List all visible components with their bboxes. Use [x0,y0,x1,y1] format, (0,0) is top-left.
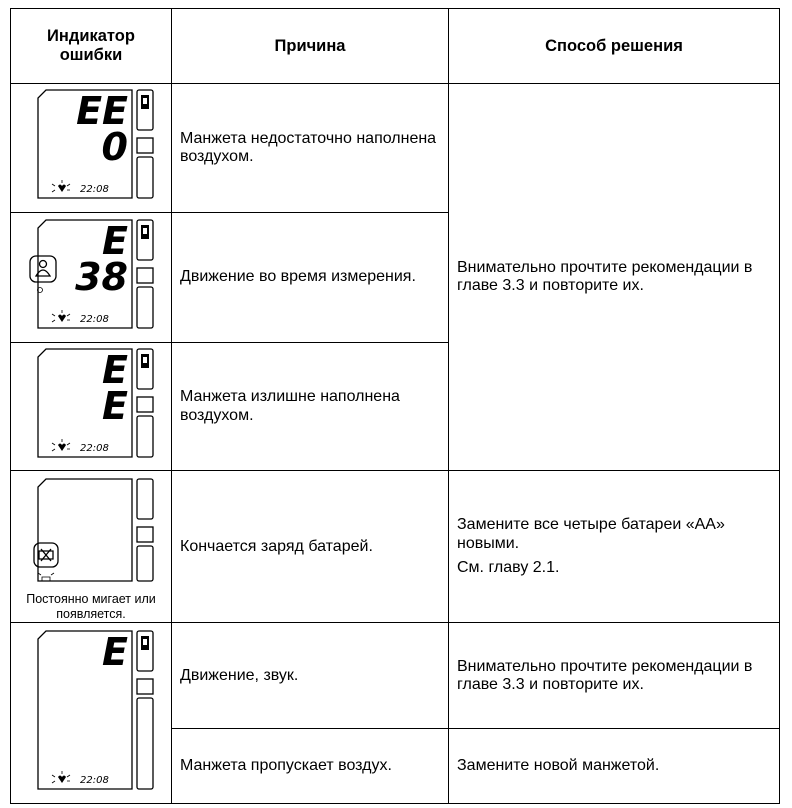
row: Манжета пропускает воздух. Замените ново… [11,728,780,805]
indicator-cell: E 22:08 [10,622,172,805]
lcd-digits: E [102,219,128,263]
lcd-frame [37,348,133,458]
blink-rays [51,180,71,193]
person-bubble [29,255,57,283]
error-table: Индикатор ошибки Причина Способ решения … [10,8,780,805]
side-box [136,630,154,672]
lcd-digits: E [102,630,128,674]
lcd-digits: E [102,348,128,392]
side-box [136,415,154,458]
battery-icon [38,548,54,562]
person-head [38,259,48,268]
cause-cell: Движение во время измерения. [171,212,449,343]
header-cell: Способ решения [448,8,780,84]
person-small [37,286,43,293]
side-box [136,396,154,413]
solution-text: Замените все четыре батареи «АА» новыми. [457,516,725,552]
row: E 38 22:08 Движение во время измерения. [10,212,780,343]
solution-cell: Внимательно прочтите рекомендации в глав… [448,622,780,730]
row: E 22:08 Движение, звук. Внимательно прочт… [10,622,780,805]
heart-icon [58,775,66,783]
solution-cell: Замените новой манжетой. [448,728,780,805]
row: EE 0 22:08 Манжета недостаточно наполнена … [10,82,780,472]
cause-cell: Кончается заряд батарей. [171,470,449,624]
blink-rays [51,770,71,784]
cause-cell: Манжета излишне наполнена воздухом. [171,341,449,472]
lcd-digits: E [102,384,128,428]
lcd-frame [37,478,133,582]
lcd-display [33,478,154,582]
row: E E 22:08 Манжета излишне наполнена воздух… [10,341,780,472]
solution-cell: Замените все четыре батареи «АА» новыми.… [448,470,780,624]
cuff-icon-inner [143,227,147,234]
lcd-digits: EE [76,89,128,133]
side-box [136,156,154,199]
row: Постоянно мигает или появляется. Кончает… [10,470,780,624]
lcd-display: EE0 22:08 [37,89,154,199]
cuff-icon-inner [143,638,147,645]
side-box [136,219,154,261]
lcd-digits: 0 [102,125,128,169]
cause-cell: Манжета недостаточно наполнена воздухом. [171,83,449,213]
heart-icon [58,314,66,322]
side-box [136,137,154,154]
side-box [136,267,154,284]
side-box [136,697,154,790]
indicator-cell: EE 0 22:08 [10,83,172,213]
cuff-icon-inner [143,357,147,363]
side-box [136,89,154,131]
lcd-time: 22:08 [80,443,109,454]
lcd-frame [37,219,133,329]
header-cell: Индикатор ошибки [10,8,172,84]
solution-cell: Внимательно прочтите рекомендации в глав… [448,82,780,472]
header-cell: Причина [171,8,449,84]
blink-rays [51,439,71,452]
lcd-time: 22:08 [80,314,109,325]
lcd-time: 22:08 [80,775,109,786]
battery-small [37,572,55,582]
lcd-display: E38 22:08 [29,219,154,329]
heart-icon [58,184,66,193]
battery-bubble [33,542,59,568]
side-box [136,526,154,543]
cause-cell: Движение, звук. [171,622,449,730]
blink-rays [51,309,71,323]
lcd-frame [37,89,133,199]
side-box [136,678,154,695]
indicator-cell: Постоянно мигает или появляется. [10,470,172,624]
lcd-display: E 22:08 [37,630,154,790]
side-box [136,348,154,390]
side-box [136,545,154,582]
heart-icon [58,443,66,451]
caption: Постоянно мигает или появляется. [26,592,156,621]
lcd-frame [37,630,133,790]
side-box [136,478,154,520]
indicator-cell: E E 22:08 [10,341,172,472]
cause-cell: Манжета пропускает воздух. [171,728,449,805]
indicator-cell: E 38 22:08 [10,212,172,343]
lcd-digits: 38 [75,255,128,299]
header-row: Индикатор ошибки Причина Способ решения [10,8,780,84]
solution-text: См. главу 2.1. [457,559,560,577]
side-box [136,286,154,329]
lcd-display: EE 22:08 [37,348,154,458]
cuff-icon-inner [143,98,147,105]
person-body [34,269,52,277]
lcd-time: 22:08 [80,184,109,195]
